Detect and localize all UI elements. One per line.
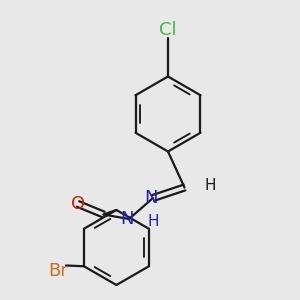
Text: H: H: [147, 214, 159, 230]
Text: Cl: Cl: [159, 21, 177, 39]
Text: O: O: [71, 195, 85, 213]
Text: N: N: [145, 189, 158, 207]
Text: Br: Br: [49, 262, 68, 280]
Text: N: N: [121, 210, 134, 228]
Text: H: H: [204, 178, 216, 194]
